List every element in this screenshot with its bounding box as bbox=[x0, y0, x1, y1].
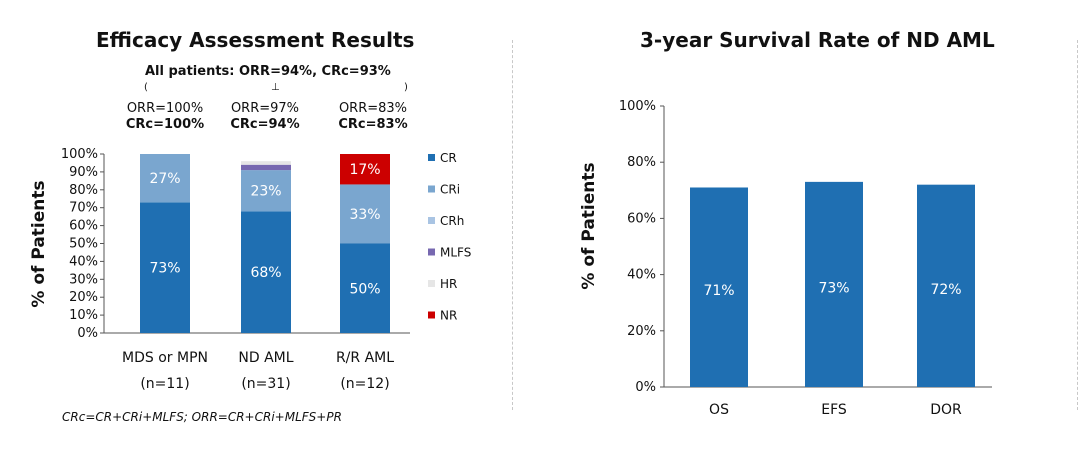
y-tick-label: 80% bbox=[69, 183, 98, 198]
y-tick-label: 50% bbox=[69, 237, 98, 252]
group-crc: CRc=100% bbox=[125, 117, 205, 132]
summary-tick-mid: ⊥ bbox=[271, 82, 280, 93]
group-orr: ORR=97% bbox=[230, 101, 300, 116]
x-category-label: R/R AML bbox=[336, 350, 394, 366]
bar-segment-cr bbox=[140, 202, 190, 333]
y-tick-label: 40% bbox=[627, 268, 656, 283]
bar-value-label: 73% bbox=[818, 280, 849, 296]
y-tick-label: 80% bbox=[627, 155, 656, 170]
y-axis-label: % of Patients bbox=[579, 162, 599, 289]
y-tick-label: 0% bbox=[77, 326, 98, 341]
y-tick-label: 30% bbox=[69, 272, 98, 287]
bar-segment-cri bbox=[340, 184, 390, 244]
y-axis-label: % of Patients bbox=[29, 180, 49, 307]
summary-tick-left: ( bbox=[144, 82, 148, 93]
survival-bar-chart: 0% 20% 40% 60% 80% 100% % of Patients 71% OS 73% E… bbox=[579, 99, 992, 418]
right-chart-title: 3-year Survival Rate of ND AML bbox=[640, 28, 995, 52]
legend-swatch-cr bbox=[428, 154, 435, 161]
panel-divider bbox=[512, 40, 513, 410]
legend-label: CRh bbox=[440, 214, 464, 228]
bar-value-label: 33% bbox=[349, 207, 380, 223]
stacked-bar-chart: 0% 10% 20% 30% 40% 50% 60% 70% 80% 90% 100% % of Pa… bbox=[29, 147, 471, 392]
x-category-label: OS bbox=[709, 402, 729, 418]
group-crc: CRc=83% bbox=[338, 117, 408, 132]
bar bbox=[805, 181, 863, 387]
footnote: CRc=CR+CRi+MLFS; ORR=CR+CRi+MLFS+PR bbox=[62, 410, 342, 424]
panel-divider-right bbox=[1077, 40, 1078, 410]
group-label-mds: ORR=100% CRc=100% bbox=[110, 101, 220, 133]
bar-value-label: 72% bbox=[930, 282, 961, 298]
bar-value-label: 23% bbox=[250, 184, 281, 200]
y-tick-label: 20% bbox=[69, 290, 98, 305]
y-tick-label: 60% bbox=[627, 211, 656, 226]
bar bbox=[690, 187, 748, 387]
bar-segment-nr bbox=[340, 154, 390, 185]
bar-value-label: 73% bbox=[149, 261, 180, 277]
bar-segment-cri bbox=[241, 170, 291, 212]
left-chart-title: Efficacy Assessment Results bbox=[96, 28, 415, 52]
x-category-label: ND AML bbox=[238, 350, 293, 366]
x-category-sublabel: (n=31) bbox=[241, 376, 290, 392]
legend-label: CRi bbox=[440, 183, 460, 197]
y-tick-label: 90% bbox=[69, 165, 98, 180]
legend-swatch-mlfs bbox=[428, 248, 435, 256]
x-category-label: DOR bbox=[930, 402, 962, 418]
group-orr: ORR=83% bbox=[338, 101, 408, 116]
legend-label: CR bbox=[440, 151, 457, 165]
y-tick-label: 10% bbox=[69, 308, 98, 323]
bar-value-label: 27% bbox=[149, 171, 180, 187]
group-label-nd-aml: ORR=97% CRc=94% bbox=[210, 101, 320, 133]
bar-value-label: 50% bbox=[349, 281, 380, 297]
x-category-sublabel: (n=12) bbox=[340, 376, 389, 392]
x-category-label: EFS bbox=[821, 402, 847, 418]
y-tick-label: 100% bbox=[619, 99, 656, 114]
legend-label: MLFS bbox=[440, 246, 471, 260]
summary-tick-right: ) bbox=[404, 82, 408, 93]
bar-segment-cri bbox=[140, 154, 190, 203]
group-crc: CRc=94% bbox=[230, 117, 300, 132]
legend-swatch-cri bbox=[428, 185, 435, 193]
bar-value-label: 68% bbox=[250, 265, 281, 281]
y-tick-label: 40% bbox=[69, 254, 98, 269]
y-tick-label: 0% bbox=[635, 380, 656, 395]
legend-label: HR bbox=[440, 277, 457, 291]
group-orr: ORR=100% bbox=[126, 101, 204, 116]
bar-value-label: 71% bbox=[703, 283, 734, 299]
group-label-rr-aml: ORR=83% CRc=83% bbox=[318, 101, 428, 133]
y-tick-label: 100% bbox=[61, 147, 98, 162]
y-tick-label: 20% bbox=[627, 324, 656, 339]
y-tick-label: 60% bbox=[69, 219, 98, 234]
bar bbox=[917, 184, 975, 387]
legend-label: NR bbox=[440, 309, 457, 323]
legend-swatch-nr bbox=[428, 311, 435, 319]
x-category-sublabel: (n=11) bbox=[140, 376, 189, 392]
bar-segment-cr bbox=[340, 243, 390, 333]
bar-segment-hr bbox=[241, 161, 291, 165]
legend-swatch-hr bbox=[428, 280, 435, 287]
x-category-label: MDS or MPN bbox=[122, 350, 208, 366]
all-patients-summary: All patients: ORR=94%, CRc=93% bbox=[145, 64, 391, 79]
bar-segment-cr bbox=[241, 211, 291, 333]
y-tick-label: 70% bbox=[69, 201, 98, 216]
bar-segment-mlfs bbox=[241, 164, 291, 171]
legend-swatch-crh bbox=[428, 217, 435, 224]
bar-value-label: 17% bbox=[349, 162, 380, 178]
